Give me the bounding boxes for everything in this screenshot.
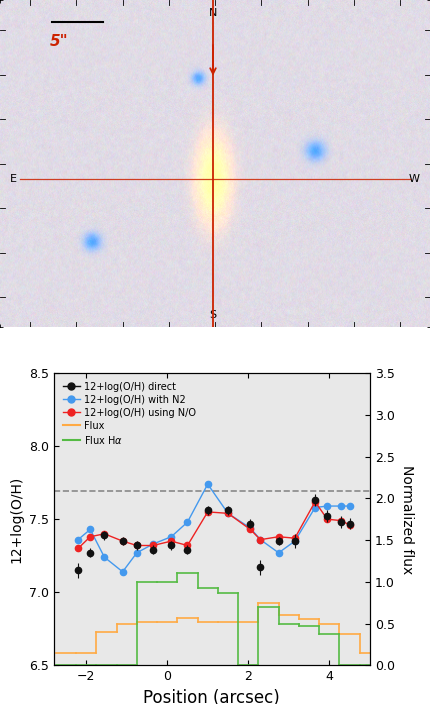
Text: S: S <box>209 310 217 320</box>
Text: N: N <box>209 8 217 18</box>
Y-axis label: Normalized flux: Normalized flux <box>400 465 414 574</box>
Legend: 12+log(O/H) direct, 12+log(O/H) with N2, 12+log(O/H) using N/O, Flux, Flux H$\al: 12+log(O/H) direct, 12+log(O/H) with N2,… <box>58 378 200 449</box>
Y-axis label: 12+log(O/H): 12+log(O/H) <box>9 476 23 562</box>
Text: W: W <box>409 175 420 184</box>
Text: 5": 5" <box>50 34 69 49</box>
X-axis label: Position (arcsec): Position (arcsec) <box>143 689 280 704</box>
Text: E: E <box>10 175 17 184</box>
